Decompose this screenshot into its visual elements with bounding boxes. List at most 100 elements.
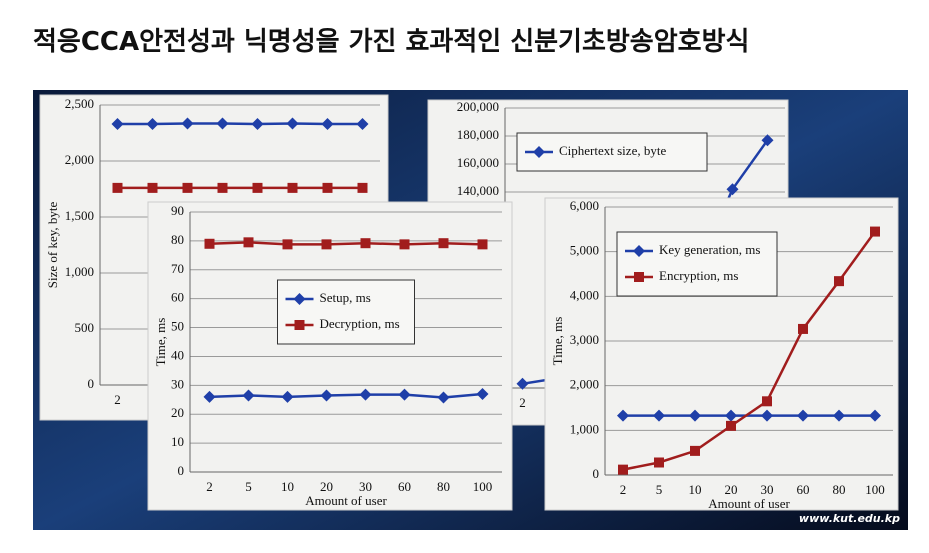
- marker: [216, 117, 229, 130]
- x-tick-label: 100: [865, 482, 885, 497]
- y-tick-label: 5,000: [570, 243, 599, 258]
- marker: [438, 238, 449, 249]
- chart: 0 10 20 30 40 50 60 70 80 90 2 5 10 20 30 60 80 100 Amount…: [147, 201, 513, 511]
- x-tick-label: 20: [725, 482, 738, 497]
- y-tick-label: 2,000: [570, 377, 599, 392]
- x-axis-title: Amount of user: [305, 493, 387, 508]
- x-tick-label: 5: [245, 479, 252, 494]
- marker: [690, 445, 700, 456]
- y-tick-label: 50: [171, 319, 184, 334]
- y-tick-label: 140,000: [457, 183, 499, 198]
- marker: [251, 118, 264, 131]
- y-tick-label: 180,000: [457, 127, 499, 142]
- legend: [277, 279, 415, 345]
- marker: [112, 182, 123, 193]
- legend-label: Key generation, ms: [659, 242, 760, 257]
- marker: [797, 409, 809, 422]
- y-tick-label: 10: [171, 434, 184, 449]
- marker: [252, 182, 263, 193]
- marker: [204, 238, 215, 249]
- y-tick-label: 40: [171, 347, 184, 362]
- x-tick-label: 100: [473, 479, 493, 494]
- x-tick-label: 30: [359, 479, 372, 494]
- y-tick-label: 80: [171, 232, 184, 247]
- marker: [217, 182, 228, 193]
- marker: [762, 396, 772, 407]
- marker: [725, 409, 737, 422]
- marker: [146, 118, 159, 131]
- x-tick-label: 2: [114, 392, 121, 407]
- y-tick-label: 500: [75, 320, 95, 335]
- y-tick-label: 0: [88, 376, 95, 391]
- chart: 0 1,000 2,000 3,000 4,000 5,000 6,000 2 5 10 20 30 6…: [544, 197, 899, 511]
- marker: [321, 239, 332, 250]
- marker: [833, 409, 845, 422]
- legend-marker: [634, 272, 644, 282]
- marker: [321, 118, 334, 131]
- marker: [516, 377, 529, 390]
- legend-marker: [533, 146, 545, 158]
- marker: [286, 117, 299, 130]
- marker: [798, 323, 808, 334]
- y-tick-label: 90: [171, 203, 184, 218]
- x-tick-label: 80: [833, 482, 846, 497]
- y-tick-label: 3,000: [570, 332, 599, 347]
- x-axis-title: Amount of user: [708, 496, 790, 511]
- y-tick-label: 1,000: [65, 264, 94, 279]
- y-axis-title: Time, ms: [153, 318, 168, 367]
- marker: [359, 388, 372, 401]
- x-tick-label: 2: [206, 479, 213, 494]
- legend-label: Setup, ms: [320, 290, 371, 305]
- marker: [653, 409, 665, 422]
- y-tick-label: 1,000: [570, 421, 599, 436]
- y-axis-title: Size of key, byte: [45, 202, 60, 289]
- marker: [761, 409, 773, 422]
- y-tick-label: 2,000: [65, 152, 94, 167]
- x-tick-label: 10: [689, 482, 702, 497]
- y-axis-title: Time, ms: [550, 317, 565, 366]
- legend-marker: [293, 293, 306, 305]
- y-tick-label: 60: [171, 290, 184, 305]
- marker: [182, 182, 193, 193]
- legend: [616, 231, 778, 297]
- marker: [281, 390, 294, 403]
- y-tick-label: 20: [171, 405, 184, 420]
- x-tick-label: 2: [620, 482, 627, 497]
- x-tick-label: 2: [519, 395, 526, 410]
- y-tick-label: 30: [171, 376, 184, 391]
- marker: [654, 457, 664, 468]
- y-tick-label: 6,000: [570, 198, 599, 213]
- marker: [476, 388, 489, 400]
- y-tick-label: 1,500: [65, 208, 94, 223]
- marker: [203, 390, 216, 403]
- x-tick-label: 80: [437, 479, 450, 494]
- marker: [869, 409, 881, 422]
- y-tick-label: 0: [178, 463, 185, 478]
- legend-label: Decryption, ms: [320, 316, 400, 331]
- marker: [617, 409, 629, 422]
- y-tick-label: 70: [171, 261, 184, 276]
- marker: [287, 182, 298, 193]
- marker: [147, 182, 158, 193]
- y-tick-label: 200,000: [457, 99, 499, 114]
- page-title: 적응CCA안전성과 닉명성을 가진 효과적인 신분기초방송암호방식: [33, 27, 749, 57]
- x-tick-label: 20: [320, 479, 333, 494]
- marker: [356, 118, 369, 131]
- series-line: [209, 241, 483, 246]
- series-line: [622, 230, 877, 471]
- marker: [398, 388, 411, 401]
- marker: [360, 238, 371, 249]
- marker: [282, 239, 293, 250]
- marker: [111, 118, 124, 131]
- marker: [357, 182, 368, 193]
- legend-marker: [633, 245, 645, 257]
- y-tick-label: 160,000: [457, 155, 499, 170]
- marker: [477, 239, 488, 250]
- y-tick-label: 0: [593, 466, 600, 481]
- x-tick-label: 10: [281, 479, 294, 494]
- legend-label: Encryption, ms: [659, 268, 738, 283]
- marker: [181, 117, 194, 130]
- series-line: [209, 392, 483, 399]
- legend-label: Ciphertext size, byte: [559, 143, 666, 158]
